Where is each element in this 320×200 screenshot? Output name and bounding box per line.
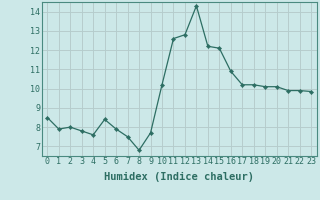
X-axis label: Humidex (Indice chaleur): Humidex (Indice chaleur) <box>104 172 254 182</box>
